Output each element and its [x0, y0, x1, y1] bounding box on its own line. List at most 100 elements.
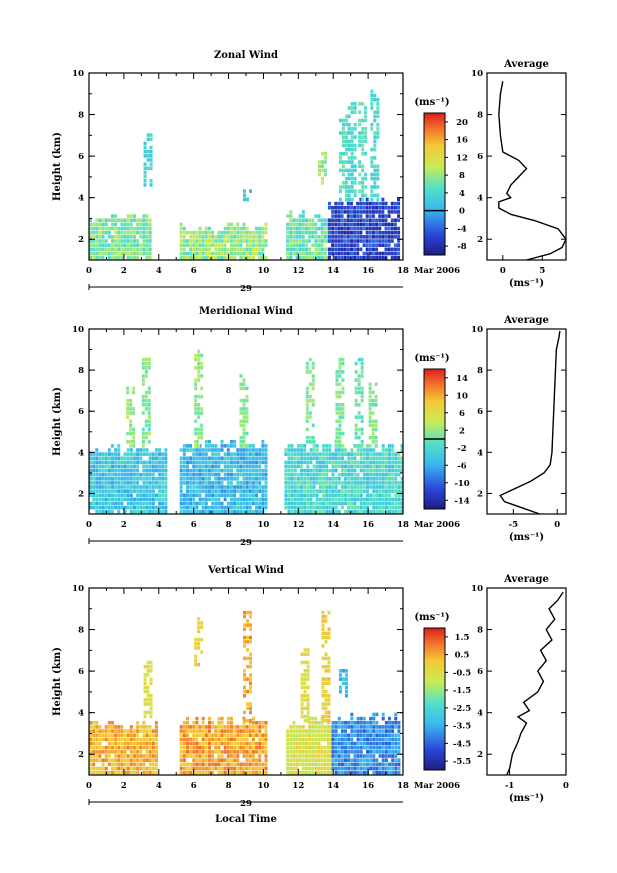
heatmap-cell — [314, 716, 318, 721]
heatmap-cell — [146, 669, 150, 673]
heatmap-cell — [179, 251, 183, 256]
heatmap-cell — [211, 235, 215, 239]
heatmap-cell — [192, 762, 196, 767]
heatmap-cell — [245, 226, 249, 231]
heatmap-cell — [207, 770, 211, 775]
heatmap-cell — [120, 222, 124, 227]
heatmap-cell — [391, 733, 395, 738]
heatmap-cell — [311, 750, 315, 754]
heatmap-cell — [89, 750, 92, 754]
heatmap-cell — [356, 235, 360, 239]
heatmap-cell — [334, 509, 338, 514]
heatmap-cell — [264, 501, 268, 506]
heatmap-cell — [179, 247, 183, 252]
heatmap-cell — [107, 460, 111, 465]
heatmap-cell — [350, 477, 354, 481]
heatmap-cell — [248, 750, 252, 754]
y-tick-label: 2 — [78, 235, 84, 245]
heatmap-cell — [132, 452, 136, 456]
heatmap-cell — [287, 456, 291, 461]
heatmap-cell — [179, 485, 183, 489]
heatmap-cell — [239, 239, 243, 243]
heatmap-cell — [226, 251, 230, 256]
heatmap-cell — [144, 394, 148, 399]
heatmap-cell — [204, 501, 208, 506]
heatmap-cell — [344, 460, 348, 465]
heatmap-cell — [390, 239, 394, 243]
heatmap-cell — [325, 493, 329, 498]
heatmap-cell — [397, 235, 401, 239]
heatmap-cell — [303, 472, 307, 477]
heatmap-cell — [92, 477, 96, 481]
heatmap-cell — [236, 452, 240, 456]
heatmap-cell — [373, 139, 377, 144]
heatmap-cell — [400, 489, 404, 493]
heatmap-cell — [123, 485, 127, 489]
heatmap-cell — [341, 131, 345, 135]
heatmap-cell — [381, 214, 385, 218]
heatmap-cell — [239, 489, 243, 493]
heatmap-cell — [369, 741, 373, 746]
heatmap-cell — [126, 501, 130, 506]
heatmap-cell — [317, 235, 321, 239]
heatmap-cell — [337, 501, 341, 506]
heatmap-cell — [126, 505, 130, 510]
heatmap-cell — [286, 745, 290, 750]
heatmap-cell — [151, 472, 155, 477]
heatmap-cell — [114, 493, 118, 498]
heatmap-cell — [107, 754, 111, 758]
heatmap-cell — [370, 164, 374, 169]
heatmap-cell — [311, 226, 315, 231]
heatmap-cell — [200, 411, 204, 415]
heatmap-cell — [229, 477, 233, 481]
heatmap-cell — [381, 762, 385, 767]
heatmap-cell — [261, 725, 265, 729]
heatmap-cell — [117, 505, 121, 510]
heatmap-cell — [123, 758, 127, 762]
heatmap-cell — [148, 235, 152, 239]
heatmap-cell — [387, 472, 391, 477]
heatmap-cell — [148, 477, 152, 481]
heatmap-cell — [185, 243, 189, 247]
heatmap-cell — [144, 435, 148, 440]
heatmap-cell — [371, 226, 375, 231]
heatmap-cell — [365, 197, 369, 202]
heatmap-cell — [182, 448, 186, 452]
heatmap-cell — [95, 485, 99, 489]
heatmap-cell — [189, 754, 193, 758]
heatmap-cell — [394, 472, 398, 477]
heatmap-cell — [101, 251, 105, 256]
heatmap-cell — [372, 464, 376, 469]
heatmap-cell — [370, 89, 374, 94]
heatmap-cell — [89, 222, 92, 227]
heatmap-cell — [242, 477, 246, 481]
heatmap-cell — [337, 489, 341, 493]
heatmap-cell — [245, 741, 249, 746]
heatmap-cell — [384, 477, 388, 481]
heatmap-cell — [295, 770, 299, 775]
heatmap-cell — [362, 489, 366, 493]
heatmap-cell — [149, 154, 153, 158]
heatmap-cell — [107, 737, 111, 742]
heatmap-cell — [145, 251, 149, 256]
heatmap-cell — [337, 235, 341, 239]
heatmap-cell — [366, 501, 370, 506]
heatmap-cell — [95, 481, 99, 485]
heatmap-cell — [149, 149, 153, 154]
heatmap-cell — [194, 440, 198, 444]
heatmap-cell — [312, 509, 316, 514]
heatmap-cell — [239, 452, 243, 456]
heatmap-cell — [334, 745, 338, 750]
heatmap-cell — [331, 758, 335, 762]
heatmap-cell — [300, 489, 304, 493]
heatmap-cell — [92, 460, 96, 465]
heatmap-cell — [375, 226, 379, 231]
heatmap-cell — [148, 505, 152, 510]
heatmap-cell — [306, 714, 310, 719]
heatmap-cell — [321, 631, 325, 636]
heatmap-cell — [387, 497, 391, 502]
heatmap-cell — [189, 497, 193, 502]
heatmap-cell — [369, 754, 373, 758]
heatmap-cell — [185, 472, 189, 477]
heatmap-cell — [324, 706, 328, 711]
